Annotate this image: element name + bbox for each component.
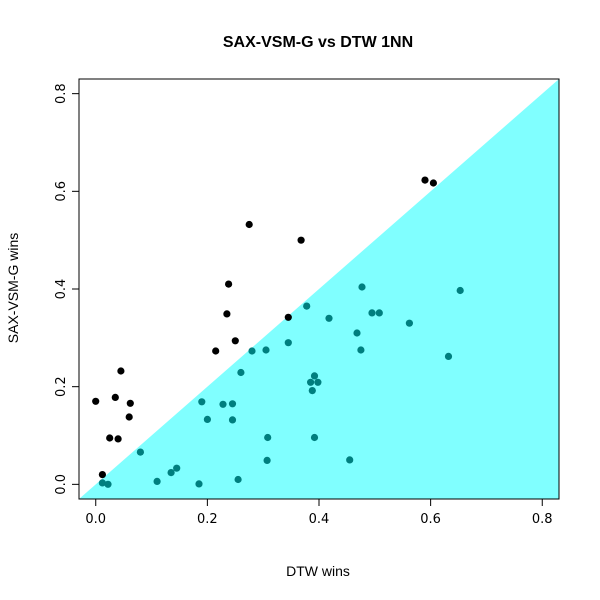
x-tick-label: 0.4	[309, 512, 330, 527]
data-point	[284, 313, 292, 321]
data-point	[203, 415, 211, 423]
y-tick-label: 0.8	[54, 83, 69, 104]
data-point	[106, 434, 114, 442]
x-axis-label: DTW wins	[286, 563, 350, 579]
y-axis-label: SAX-VSM-G wins	[5, 233, 21, 343]
data-point	[284, 339, 292, 347]
plot-area	[78, 78, 560, 500]
y-tick-label: 0.2	[54, 376, 69, 397]
data-point	[212, 347, 220, 355]
data-point	[173, 464, 181, 472]
data-point	[223, 310, 231, 318]
x-tick-label: 0.6	[420, 512, 441, 527]
data-point	[136, 448, 144, 456]
data-point	[228, 400, 237, 408]
data-point	[456, 286, 464, 295]
chart-title: SAX-VSM-G vs DTW 1NN	[223, 34, 413, 51]
data-point	[225, 280, 233, 288]
y-axis: 0.0 0.2 0.4 0.6 0.8	[54, 83, 79, 495]
data-point	[104, 480, 112, 488]
data-point	[297, 236, 305, 244]
data-point	[219, 400, 227, 408]
data-point	[231, 337, 239, 345]
data-point	[126, 399, 134, 407]
data-point	[303, 302, 311, 310]
data-point	[307, 378, 315, 386]
data-point	[195, 480, 203, 488]
data-point	[444, 352, 453, 360]
data-point	[314, 378, 322, 386]
below-diagonal-region	[79, 79, 559, 499]
data-points	[92, 176, 464, 488]
data-point	[245, 220, 253, 229]
data-point	[346, 456, 354, 464]
data-point	[198, 398, 206, 406]
data-point	[234, 475, 242, 484]
data-point	[125, 413, 133, 421]
x-tick-label: 0.0	[85, 512, 106, 527]
data-point	[310, 433, 319, 442]
y-tick-label: 0.6	[54, 181, 69, 202]
data-point	[325, 314, 333, 322]
data-point	[429, 179, 437, 187]
data-point	[357, 346, 365, 354]
x-tick-label: 0.8	[532, 512, 553, 527]
data-point	[264, 433, 272, 442]
data-point	[353, 329, 361, 337]
data-point	[248, 347, 256, 355]
y-tick-label: 0.0	[54, 474, 69, 495]
y-tick-label: 0.4	[54, 279, 69, 300]
x-axis: 0.0 0.2 0.4 0.6 0.8	[85, 499, 553, 527]
data-point	[237, 368, 245, 377]
data-point	[228, 416, 237, 424]
data-point	[375, 309, 383, 317]
data-point	[368, 309, 376, 317]
data-point	[111, 393, 119, 401]
data-point	[98, 471, 106, 479]
data-point	[92, 397, 100, 405]
data-point	[421, 176, 429, 184]
data-point	[167, 469, 175, 477]
data-point	[262, 346, 270, 354]
data-point	[405, 319, 413, 327]
data-point	[308, 387, 316, 395]
data-point	[263, 456, 271, 464]
data-point	[117, 367, 125, 375]
data-point	[358, 283, 366, 291]
data-point	[114, 435, 122, 443]
x-tick-label: 0.2	[197, 512, 218, 527]
data-point	[153, 477, 161, 485]
data-point	[98, 479, 106, 487]
data-point	[310, 372, 319, 380]
